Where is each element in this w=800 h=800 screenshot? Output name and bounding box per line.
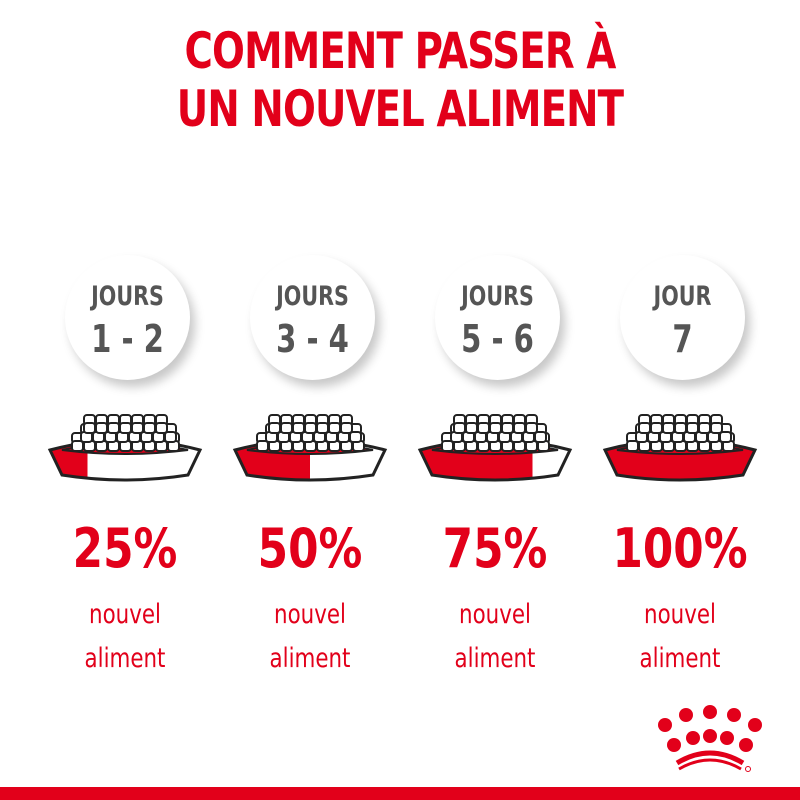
- days-label: JOUR: [653, 281, 712, 312]
- caption-line-1: nouvel: [89, 599, 161, 630]
- days-label: JOURS: [461, 281, 534, 312]
- day-circle: JOUR 7: [620, 255, 745, 380]
- transition-step: JOURS 3 - 4 50% nouvel aliment: [220, 255, 400, 675]
- days-label: JOURS: [276, 281, 349, 312]
- caption-line-2: aliment: [84, 643, 166, 674]
- royal-canin-crown-icon: [658, 705, 762, 772]
- title-line-1: COMMENT PASSER À: [184, 22, 617, 80]
- food-bowl-icon: [417, 414, 573, 482]
- day-circle: JOURS 5 - 6: [435, 255, 560, 380]
- bottom-brand-bar: [0, 787, 800, 800]
- food-bowl-icon: [602, 414, 758, 482]
- caption-line-2: aliment: [269, 643, 351, 674]
- page-title: COMMENT PASSER À UN NOUVEL ALIMENT: [56, 22, 744, 138]
- caption-line-2: aliment: [454, 643, 536, 674]
- days-value: 1 - 2: [91, 317, 164, 361]
- percent-value: 25%: [72, 517, 178, 580]
- caption-line-1: nouvel: [459, 599, 531, 630]
- transition-step: JOURS 1 - 2 25% nouvel aliment: [35, 255, 215, 675]
- caption-line-1: nouvel: [274, 599, 346, 630]
- day-circle: JOURS 3 - 4: [250, 255, 375, 380]
- percent-value: 75%: [442, 517, 548, 580]
- food-bowl-icon: [47, 414, 203, 482]
- percent-caption: nouvel aliment: [601, 593, 759, 681]
- percent-caption: nouvel aliment: [416, 593, 574, 681]
- days-label: JOURS: [91, 281, 164, 312]
- caption-line-1: nouvel: [644, 599, 716, 630]
- percent-value: 50%: [257, 517, 363, 580]
- transition-step: JOUR 7 100% nouvel aliment: [590, 255, 770, 675]
- percent-caption: nouvel aliment: [231, 593, 389, 681]
- day-circle: JOURS 1 - 2: [65, 255, 190, 380]
- caption-line-2: aliment: [639, 643, 721, 674]
- transition-step: JOURS 5 - 6 75% nouvel aliment: [405, 255, 585, 675]
- days-value: 5 - 6: [461, 317, 534, 361]
- percent-caption: nouvel aliment: [46, 593, 204, 681]
- title-line-2: UN NOUVEL ALIMENT: [176, 80, 624, 138]
- days-value: 3 - 4: [276, 317, 349, 361]
- food-bowl-icon: [232, 414, 388, 482]
- percent-value: 100%: [612, 517, 748, 580]
- days-value: 7: [672, 317, 693, 361]
